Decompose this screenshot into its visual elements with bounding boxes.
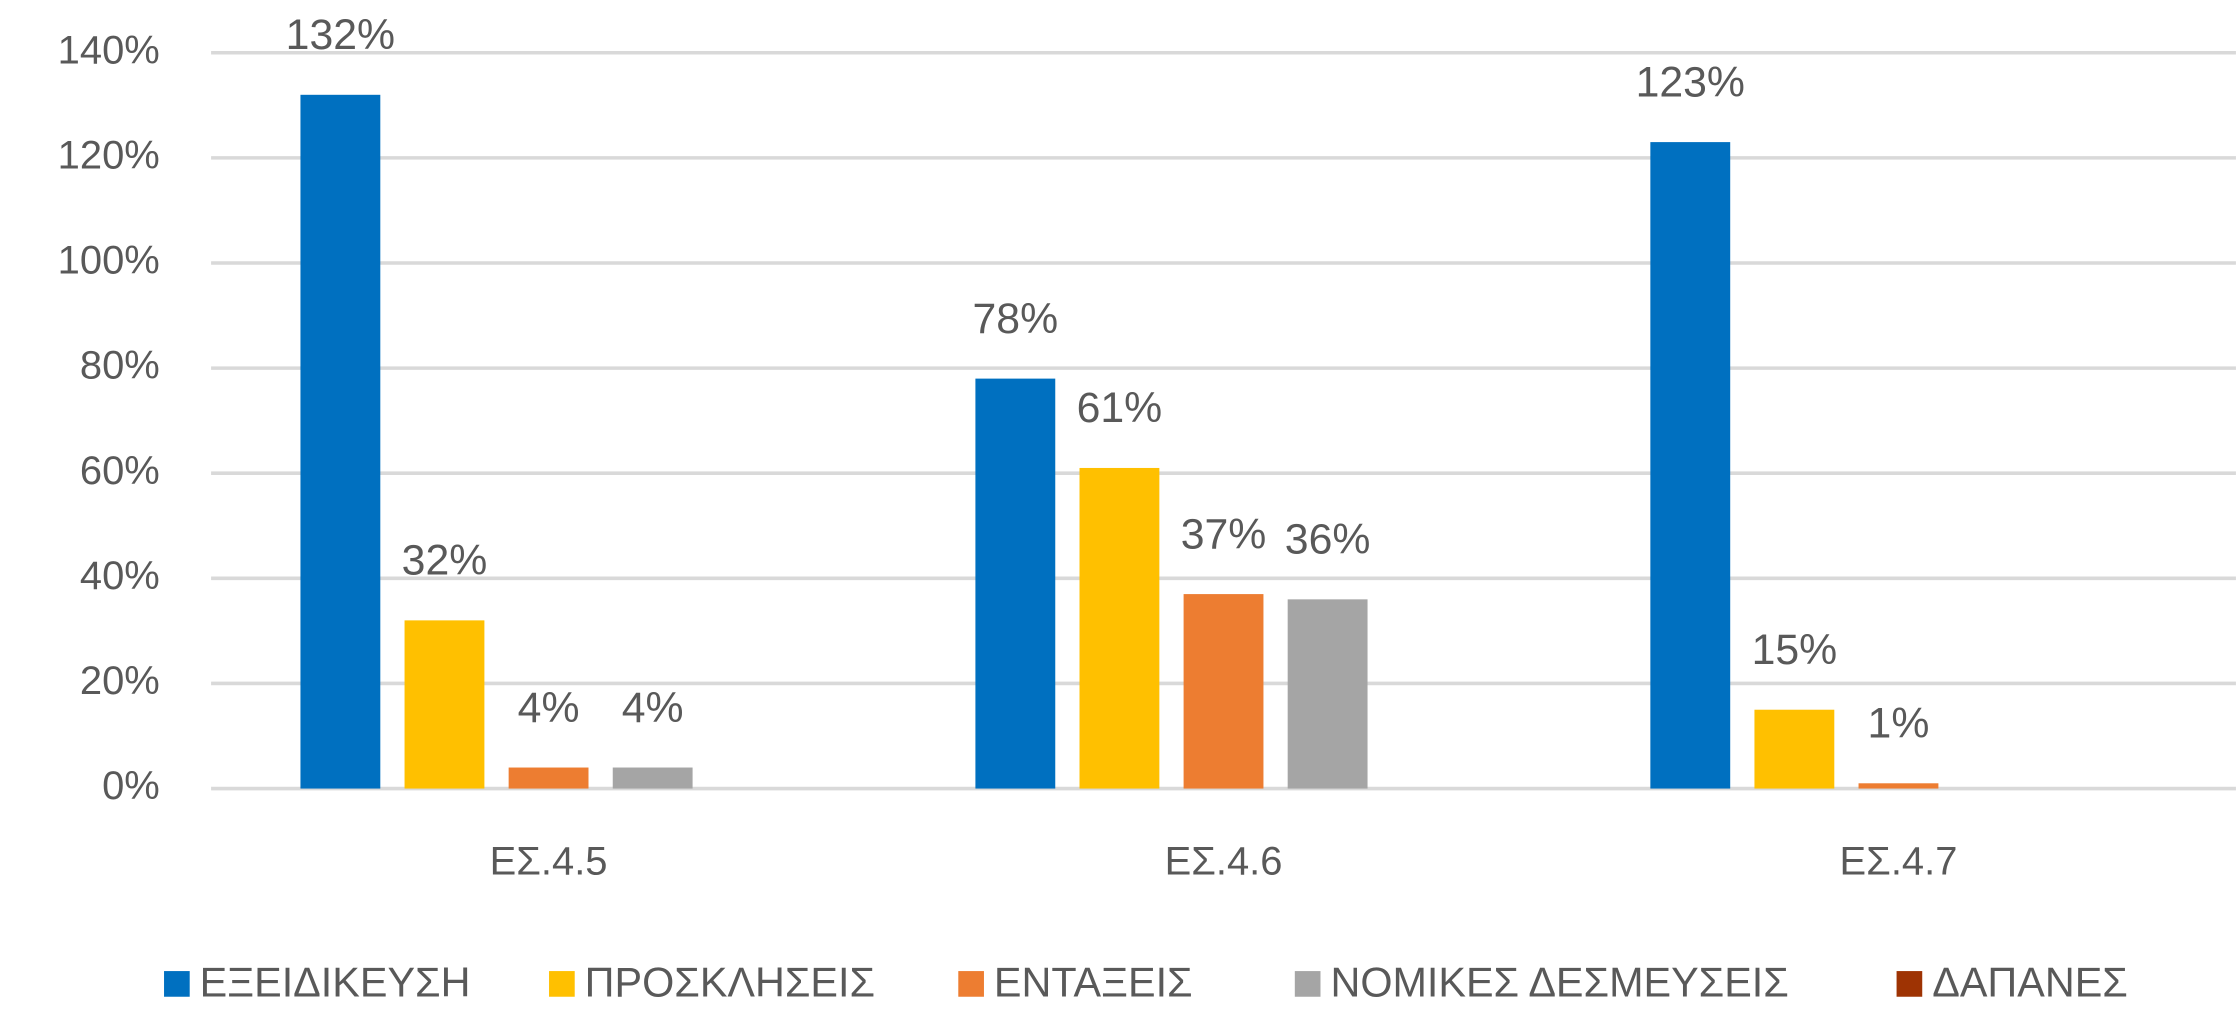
bar	[1754, 709, 1835, 789]
bar	[508, 767, 589, 789]
data-label: 78%	[973, 295, 1059, 343]
bar	[1650, 142, 1731, 789]
y-tick-label: 60%	[80, 449, 160, 493]
x-tick-label: ΕΣ.4.5	[490, 840, 608, 884]
data-label: 15%	[1752, 626, 1838, 674]
y-tick-label: 20%	[80, 659, 160, 703]
data-label: 4%	[622, 684, 684, 732]
data-label: 61%	[1077, 384, 1163, 432]
bar	[612, 767, 693, 789]
legend-swatch	[958, 971, 984, 997]
legend-label: ΕΞΕΙΔΙΚΕΥΣΗ	[200, 959, 471, 1005]
bar	[1079, 467, 1160, 789]
legend-label: ΠΡΟΣΚΛΗΣΕΙΣ	[585, 959, 875, 1005]
data-label: 123%	[1636, 58, 1745, 106]
y-tick-label: 80%	[80, 344, 160, 388]
data-label: 37%	[1181, 510, 1267, 558]
data-label: 36%	[1285, 516, 1371, 564]
bar	[300, 94, 381, 789]
legend-swatch	[1896, 971, 1923, 997]
legend-swatch	[1294, 971, 1321, 997]
y-tick-label: 140%	[58, 28, 160, 72]
legend-label: ΝΟΜΙΚΕΣ ΔΕΣΜΕΥΣΕΙΣ	[1330, 959, 1788, 1005]
y-tick-label: 40%	[80, 554, 160, 598]
data-label: 132%	[286, 11, 395, 59]
y-tick-label: 0%	[102, 764, 160, 808]
data-label: 32%	[402, 537, 488, 585]
x-tick-label: ΕΣ.4.6	[1165, 840, 1283, 884]
bar	[1183, 594, 1264, 789]
bar	[404, 620, 485, 789]
legend-swatch	[549, 971, 575, 997]
data-label: 4%	[518, 684, 580, 732]
bar	[975, 378, 1056, 789]
y-tick-label: 100%	[58, 239, 160, 283]
legend-swatch	[164, 971, 190, 997]
x-tick-label: ΕΣ.4.7	[1840, 840, 1958, 884]
data-label: 1%	[1868, 700, 1930, 748]
y-tick-label: 120%	[58, 133, 160, 177]
bar	[1858, 783, 1939, 789]
bar	[1287, 599, 1368, 789]
legend-label: ΕΝΤΑΞΕΙΣ	[994, 959, 1193, 1005]
legend-label: ΔΑΠΑΝΕΣ	[1932, 959, 2128, 1005]
